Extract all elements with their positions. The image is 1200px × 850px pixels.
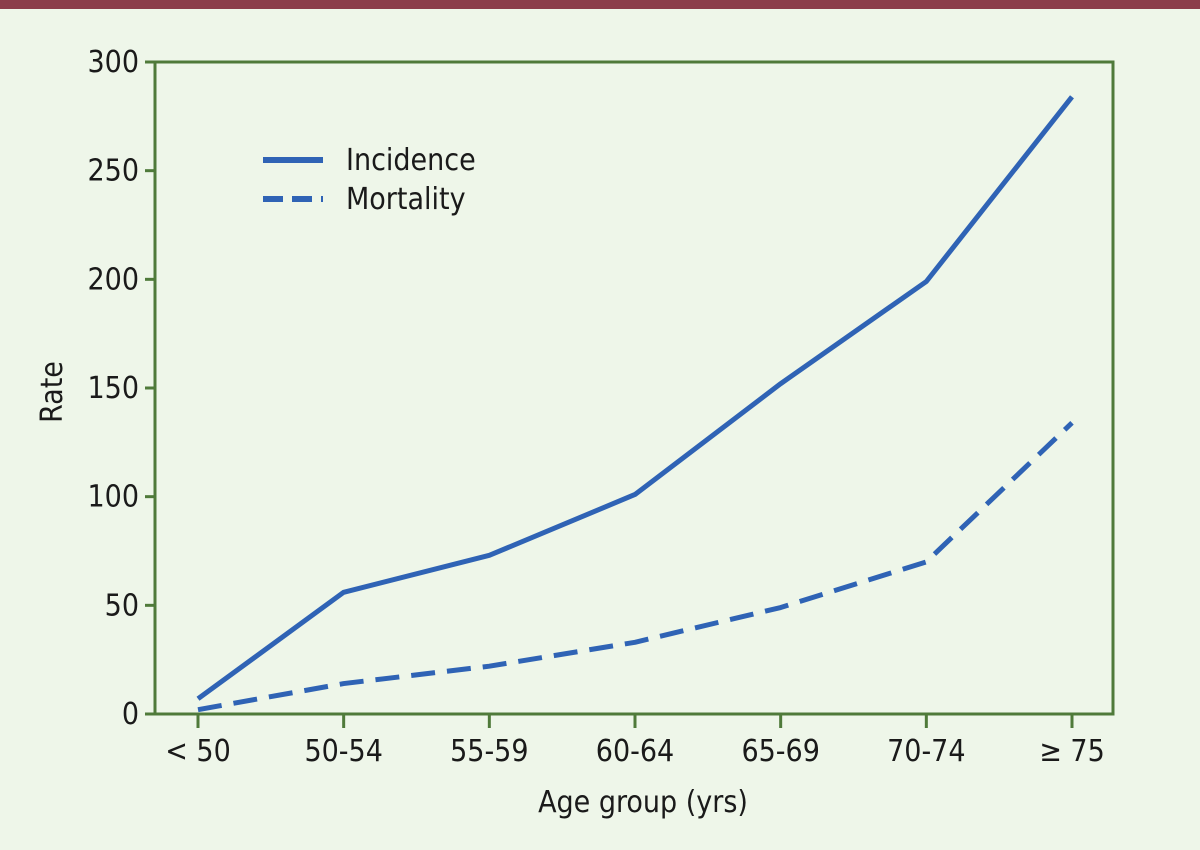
y-tick-label: 200: [87, 262, 139, 297]
series-line-mortality: [197, 420, 1074, 713]
x-tick-label: < 50: [165, 734, 231, 769]
x-axis: < 50 50-54 55-59 60-64 65-69 70-74 ≥ 75: [165, 714, 1105, 769]
x-tick-label: 50-54: [304, 734, 382, 769]
y-tick-label: 250: [87, 154, 139, 189]
legend-label-mortality: Mortality: [346, 182, 466, 217]
legend: Incidence Mortality: [263, 143, 476, 217]
y-tick-label: 300: [87, 45, 139, 80]
series-line-incidence: [196, 95, 1074, 701]
y-tick-label: 100: [87, 480, 139, 515]
x-tick-label: ≥ 75: [1039, 734, 1105, 769]
y-axis-title: Rate: [35, 361, 70, 423]
legend-label-incidence: Incidence: [346, 143, 476, 178]
x-tick-label: 55-59: [450, 734, 528, 769]
x-tick-label: 60-64: [596, 734, 674, 769]
top-accent-bar: [0, 0, 1200, 9]
y-tick-label: 50: [105, 588, 139, 623]
y-axis: 0 50 100 150 200 250 300: [87, 45, 155, 732]
series-group: [196, 95, 1074, 713]
y-tick-label: 0: [122, 697, 139, 732]
x-axis-title: Age group (yrs): [538, 785, 748, 820]
x-tick-label: 65-69: [741, 734, 819, 769]
x-tick-label: 70-74: [887, 734, 965, 769]
y-tick-label: 150: [87, 371, 139, 406]
